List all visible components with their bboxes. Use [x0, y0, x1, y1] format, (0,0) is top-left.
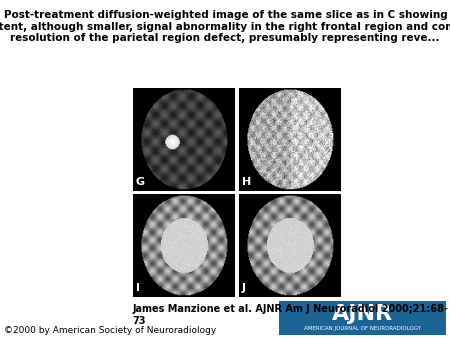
- Text: H: H: [242, 177, 251, 187]
- Text: I: I: [136, 283, 140, 293]
- Text: James Manzione et al. AJNR Am J Neuroradiol 2000;21:68-
73: James Manzione et al. AJNR Am J Neurorad…: [133, 304, 449, 326]
- Text: ©2000 by American Society of Neuroradiology: ©2000 by American Society of Neuroradiol…: [4, 325, 217, 335]
- Text: AJNR: AJNR: [332, 304, 393, 324]
- Text: AMERICAN JOURNAL OF NEURORADIOLOGY: AMERICAN JOURNAL OF NEURORADIOLOGY: [304, 326, 421, 331]
- Text: J: J: [242, 283, 246, 293]
- Text: G: G: [136, 177, 145, 187]
- Text: (cont'd) G, Post-treatment diffusion-weighted image of the same slice as in C sh: (cont'd) G, Post-treatment diffusion-wei…: [0, 10, 450, 43]
